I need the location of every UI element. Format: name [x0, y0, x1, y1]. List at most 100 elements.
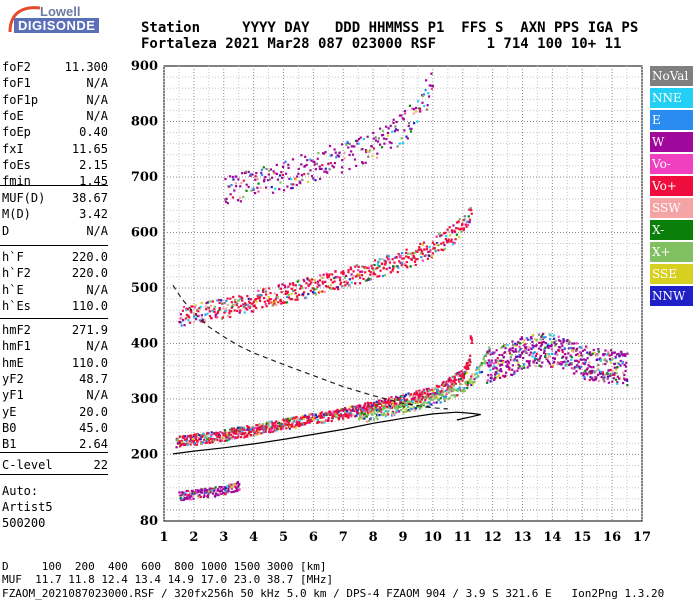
echo-dot — [251, 302, 254, 305]
echo-dot — [300, 163, 303, 166]
echo-dot — [348, 408, 351, 411]
echo-dot — [474, 376, 477, 379]
echo-dot — [499, 359, 502, 362]
echo-dot — [336, 408, 339, 411]
echo-dot — [538, 356, 542, 359]
echo-dot — [339, 281, 343, 284]
echo-dot — [180, 439, 183, 443]
echo-dot — [569, 346, 572, 349]
echo-dot — [302, 415, 305, 419]
echo-dot — [599, 359, 603, 362]
echo-dot — [488, 361, 491, 364]
param-value: 20.0 — [79, 404, 108, 419]
echo-dot — [310, 175, 314, 178]
echo-dot — [549, 365, 553, 368]
echo-dot — [515, 343, 519, 346]
echo-dot — [383, 411, 386, 415]
echo-dot — [350, 145, 353, 148]
echo-dot — [497, 374, 501, 377]
echo-dot — [414, 398, 417, 401]
echo-dot — [405, 409, 409, 413]
echo-dot — [455, 226, 458, 230]
echo-dot — [218, 308, 221, 311]
echo-dot — [359, 408, 363, 411]
echo-dot — [373, 408, 376, 411]
echo-dot — [473, 381, 476, 384]
echo-dot — [538, 358, 541, 361]
echo-dot — [413, 396, 416, 399]
echo-dot — [332, 287, 335, 290]
echo-dot — [391, 411, 394, 415]
echo-dot — [482, 358, 485, 361]
echo-dot — [320, 276, 323, 280]
echo-dot — [242, 303, 245, 306]
echo-dot — [491, 352, 494, 355]
echo-dot — [458, 371, 461, 374]
echo-dot — [586, 367, 589, 370]
echo-dot — [330, 287, 333, 290]
echo-dot — [612, 351, 615, 354]
echo-dot — [368, 151, 371, 154]
echo-dot — [592, 366, 595, 369]
echo-dot — [195, 318, 198, 321]
echo-dot — [610, 352, 614, 355]
echo-dot — [420, 256, 423, 259]
echo-dot — [302, 278, 305, 281]
echo-dot — [366, 409, 369, 413]
echo-dot — [339, 279, 342, 282]
echo-dot — [557, 335, 560, 338]
echo-dot — [477, 374, 480, 377]
echo-dot — [197, 310, 200, 313]
echo-dot — [320, 411, 323, 414]
param-value: 48.7 — [79, 371, 108, 386]
echo-dot — [413, 122, 416, 125]
echo-dot — [287, 163, 290, 166]
echo-dot — [327, 162, 330, 165]
echo-dot — [252, 188, 255, 191]
echo-dot — [517, 367, 520, 370]
echo-dot — [468, 221, 471, 224]
echo-dot — [252, 427, 256, 430]
echo-dot — [390, 130, 394, 134]
echo-dot — [193, 306, 196, 309]
echo-dot — [276, 178, 280, 181]
echo-dot — [410, 400, 413, 403]
echo-dot — [356, 412, 359, 415]
echo-dot — [475, 372, 478, 375]
echo-dot — [447, 378, 450, 381]
echo-dot — [441, 390, 444, 393]
echo-dot — [223, 311, 226, 314]
echo-dot — [466, 381, 470, 384]
echo-dot — [405, 251, 408, 255]
echo-dot — [245, 428, 248, 431]
echo-dot — [364, 402, 367, 405]
echo-dot — [417, 396, 420, 399]
echo-dot — [336, 286, 339, 289]
echo-dot — [314, 179, 317, 182]
echo-dot — [206, 301, 209, 304]
echo-dot — [469, 335, 472, 338]
echo-dot — [268, 287, 271, 290]
echo-dot — [236, 485, 240, 488]
echo-dot — [305, 282, 308, 285]
echo-dot — [428, 245, 431, 249]
echo-dot — [199, 495, 203, 498]
echo-dot — [322, 273, 325, 276]
param-row: h`F 220.0 — [2, 249, 108, 265]
echo-dot — [303, 173, 306, 176]
echo-dot — [385, 138, 388, 141]
echo-dot — [610, 372, 613, 375]
echo-dot — [381, 133, 385, 137]
echo-dot — [257, 289, 260, 292]
echo-dot — [544, 336, 547, 339]
echo-dot — [230, 183, 233, 187]
echo-dot — [296, 423, 299, 426]
echo-dot — [287, 285, 290, 288]
echo-dot — [329, 154, 332, 157]
echo-dot — [427, 401, 430, 404]
echo-dot — [314, 413, 318, 416]
echo-dot — [490, 377, 493, 380]
echo-dot — [323, 170, 326, 173]
echo-dot — [312, 292, 315, 295]
echo-dot — [343, 276, 346, 279]
